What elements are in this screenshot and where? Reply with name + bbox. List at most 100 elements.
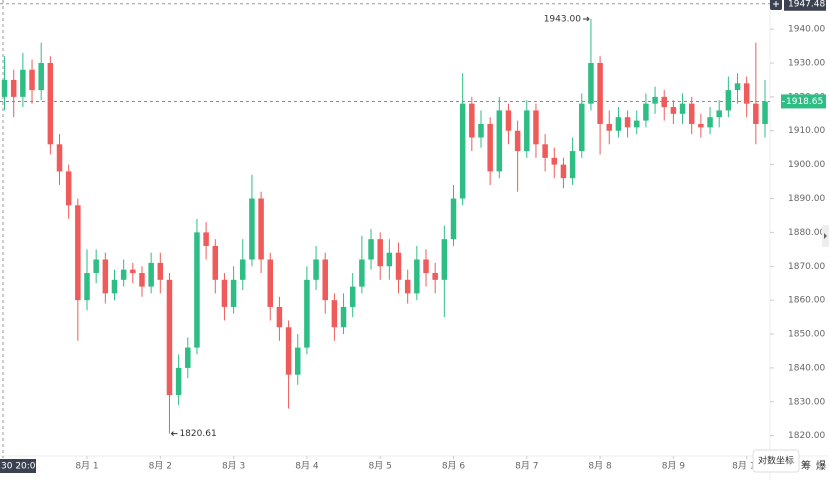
candle-body — [753, 103, 759, 124]
candle-body — [285, 327, 292, 375]
candle-body — [368, 239, 374, 260]
y-tick-label: 1850.00 — [788, 330, 825, 340]
candle-body — [47, 62, 54, 145]
candle-body — [230, 279, 237, 307]
scroll-arrow — [824, 233, 827, 239]
y-tick-label: 1830.00 — [788, 397, 825, 407]
candle-body — [166, 279, 173, 396]
candle-body — [661, 96, 667, 108]
candle-body — [643, 103, 649, 121]
candle-body — [322, 259, 328, 301]
candle-body — [185, 347, 191, 368]
last-price-label: 1918.65 — [786, 97, 823, 107]
x-tick-label: 8月 5 — [369, 461, 392, 472]
candle-body — [313, 259, 319, 280]
candle-body — [542, 144, 548, 158]
side-button[interactable]: 筹 — [801, 459, 811, 472]
candle-body — [633, 120, 640, 128]
candle-body — [84, 273, 90, 301]
y-tick-label: 1890.00 — [788, 194, 825, 204]
candle-body — [276, 306, 283, 328]
candle-body — [688, 103, 695, 124]
candle-body — [240, 259, 246, 280]
x-tick-label: 8月 8 — [588, 461, 612, 472]
y-tick-label: 1940.00 — [788, 25, 825, 35]
log-scale-button[interactable] — [752, 449, 800, 473]
candle-body — [111, 279, 118, 294]
candle-body — [395, 252, 402, 280]
candle-body — [469, 103, 475, 138]
y-tick-label: 1860.00 — [788, 296, 825, 306]
candle-body — [175, 367, 182, 396]
candle-body — [386, 252, 393, 267]
candle-body — [615, 117, 622, 131]
crosshair-price-label: 1947.48 — [788, 0, 825, 9]
log-scale-label: 对数坐标 — [758, 455, 794, 467]
candle-body — [670, 107, 677, 114]
candle-body — [524, 110, 530, 152]
y-tick-label: 1910.00 — [788, 126, 825, 136]
candle-body — [579, 103, 585, 152]
candle-body — [450, 198, 457, 240]
candle-body — [249, 198, 255, 260]
y-tick-label: 1880.00 — [788, 228, 825, 238]
x-tick-label: 8月 4 — [295, 461, 319, 472]
candle-body — [588, 62, 594, 104]
candle-body — [652, 96, 658, 104]
x-tick-label: 8月 9 — [662, 461, 686, 472]
add-icon — [773, 1, 779, 7]
y-tick-label: 1930.00 — [788, 58, 825, 68]
min-label: 1820.61 — [179, 429, 216, 439]
max-label: 1943.00 — [544, 14, 581, 24]
max-arrow — [582, 16, 590, 22]
crosshair-time-label: 30 20:00 — [1, 462, 42, 472]
candle-body — [743, 83, 750, 104]
candle-body — [139, 273, 145, 287]
crosshair-price-box — [784, 0, 826, 11]
candle-body — [38, 62, 44, 91]
x-tick-label: 8月 6 — [442, 461, 466, 472]
candle-body — [157, 262, 164, 280]
x-tick-label: 8月 10 — [732, 461, 761, 472]
x-tick-label: 8月 3 — [222, 461, 245, 472]
last-price-box — [781, 94, 826, 109]
candle-body — [698, 123, 704, 128]
candle-body — [496, 110, 503, 172]
x-tick-label: 8月 1 — [75, 461, 98, 472]
side-button[interactable]: 爆 — [816, 460, 826, 472]
candle-body — [432, 273, 438, 280]
candle-body — [478, 123, 484, 138]
candle-body — [624, 117, 631, 128]
candle-body — [304, 279, 310, 348]
candle-body — [267, 259, 273, 307]
candle-body — [340, 306, 347, 328]
candle-body — [93, 259, 99, 274]
candle-body — [10, 79, 17, 97]
crosshair-time-box — [0, 459, 36, 473]
candle-body — [20, 69, 26, 97]
candle-body — [441, 239, 448, 280]
candle-body — [762, 101, 768, 124]
candle-body — [716, 110, 722, 118]
candle-body — [258, 198, 264, 260]
candle-body — [65, 171, 72, 206]
candle-body — [294, 347, 301, 375]
candle-body — [423, 259, 429, 274]
candle-body — [533, 110, 539, 145]
candle-body — [331, 300, 338, 328]
candle-body — [487, 123, 493, 172]
candle-body — [505, 110, 512, 131]
candle-body — [212, 245, 219, 280]
y-tick-label: 1870.00 — [788, 262, 825, 272]
candle-body — [560, 164, 567, 179]
candle-body — [725, 90, 732, 111]
candle-body — [349, 286, 356, 307]
candle-body — [679, 103, 686, 114]
candle-body — [148, 262, 154, 287]
candle-body — [569, 151, 576, 179]
candle-body — [221, 279, 228, 307]
x-tick-label: 8月 2 — [149, 461, 172, 472]
candle-body — [734, 83, 741, 91]
